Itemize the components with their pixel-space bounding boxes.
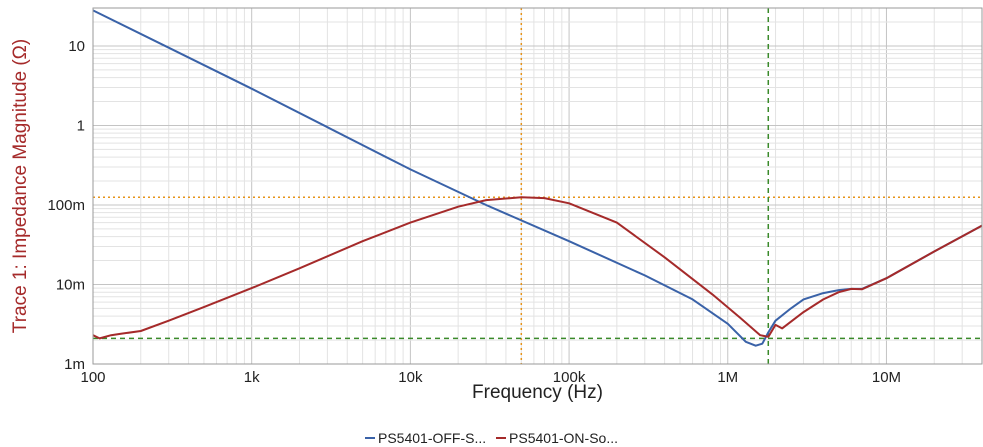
x-tick-label: 10k	[398, 369, 423, 386]
series-line-off	[92, 9, 983, 347]
legend-swatch-on	[496, 437, 507, 439]
tick-labels: 100 1k 10k 100k 1M 10M 1m 10m 100m 1 10	[47, 38, 901, 386]
x-axis-title: Frequency (Hz)	[472, 382, 603, 403]
series-line-on	[92, 196, 983, 340]
y-axis-title: Trace 1: Impedance Magnitude (Ω)	[10, 39, 31, 333]
x-tick-label: 100k	[553, 369, 586, 386]
legend-label-off: PS5401-OFF-S...	[378, 430, 487, 446]
y-tick-label: 100m	[47, 197, 85, 214]
legend-swatch-off	[365, 437, 375, 439]
legend-label-on: PS5401-ON-So...	[509, 430, 618, 446]
y-tick-label: 10	[68, 38, 85, 55]
y-tick-label: 1	[77, 117, 85, 134]
series-lines	[92, 9, 983, 347]
legend-item-on[interactable]: PS5401-ON-So...	[496, 430, 618, 446]
legend-item-off[interactable]: PS5401-OFF-S...	[365, 430, 486, 446]
cursor-markers	[93, 8, 982, 364]
y-tick-label: 10m	[56, 276, 85, 293]
x-tick-label: 100	[80, 369, 105, 386]
x-tick-label: 10M	[872, 369, 901, 386]
x-tick-label: 1M	[717, 369, 738, 386]
plot-frame	[92, 7, 983, 365]
legend: PS5401-OFF-S... PS5401-ON-So...	[0, 426, 983, 446]
y-tick-label: 1m	[64, 356, 85, 373]
x-tick-label: 1k	[244, 369, 260, 386]
grid-lines	[92, 7, 983, 365]
